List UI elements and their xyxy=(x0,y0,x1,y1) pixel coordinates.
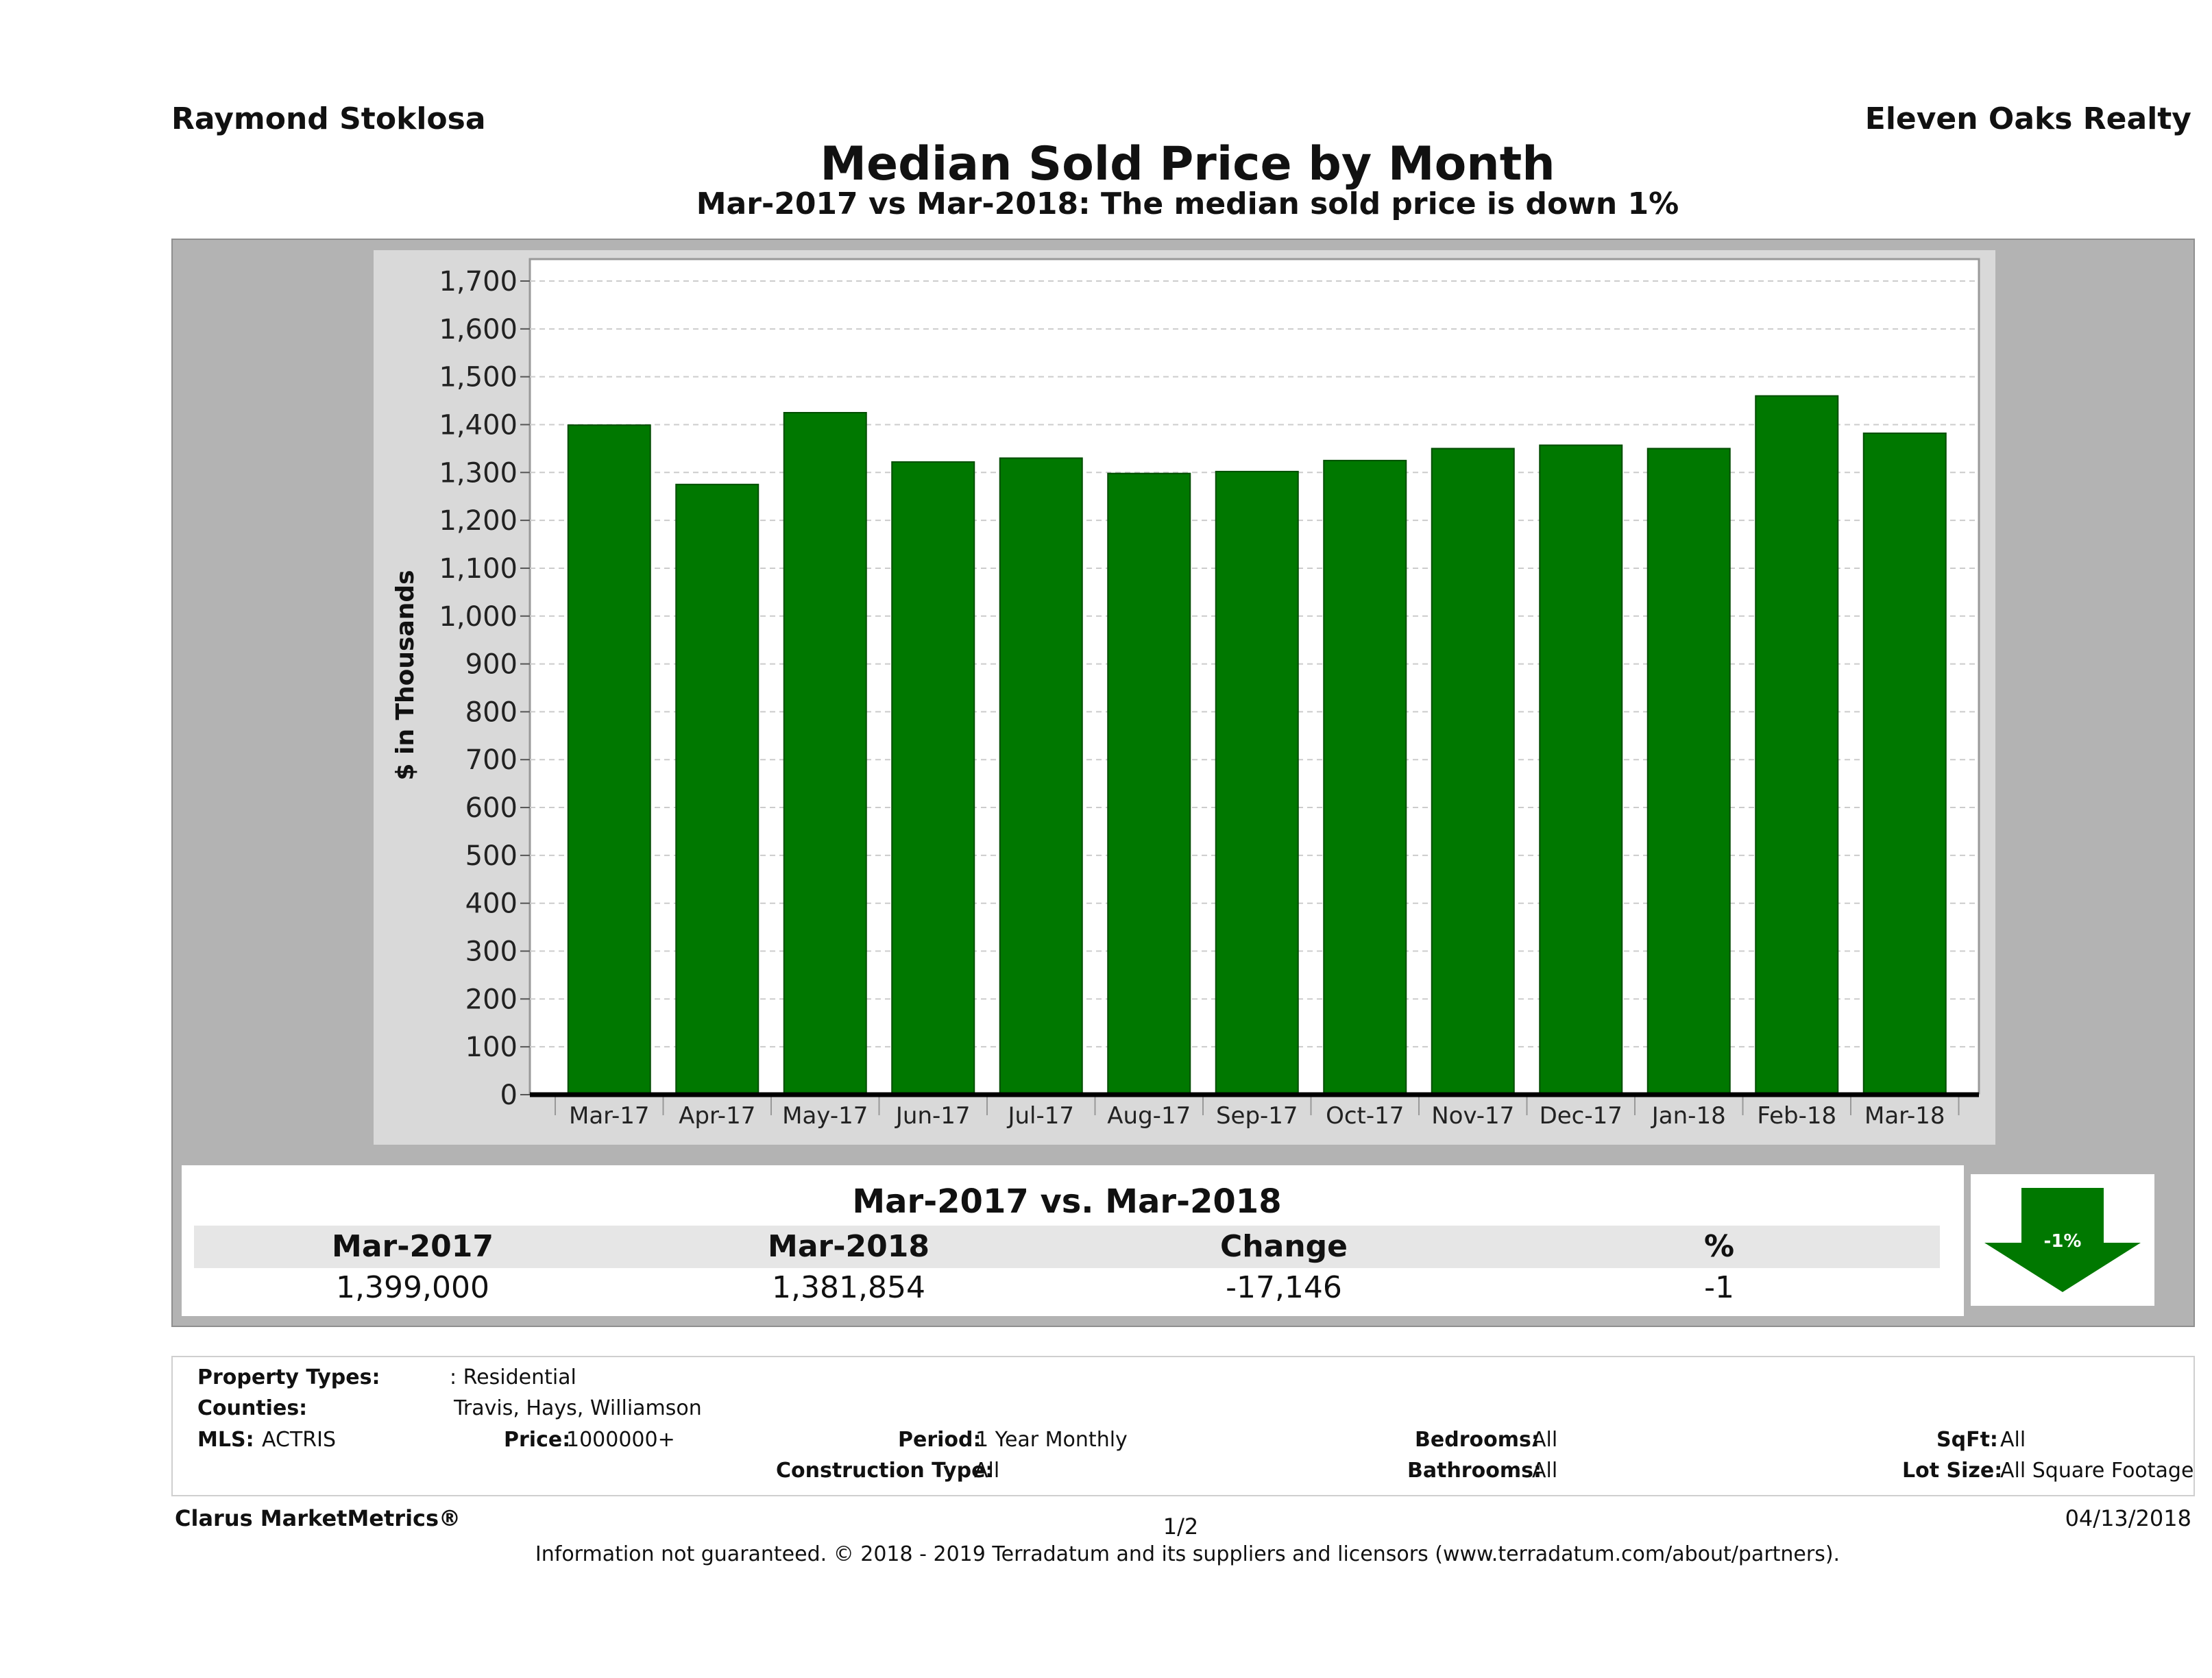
period-label: Period: xyxy=(898,1428,982,1452)
trend-arrow-box: -1% xyxy=(1971,1174,2154,1306)
y-tick-label: 400 xyxy=(465,888,518,920)
report-date: 04/13/2018 xyxy=(2065,1505,2191,1531)
y-tick-label: 100 xyxy=(465,1032,518,1063)
summary-value-mar2017: 1,399,000 xyxy=(336,1270,489,1305)
x-tick-label: Mar-18 xyxy=(1864,1102,1945,1130)
period-value: 1 Year Monthly xyxy=(975,1428,1128,1452)
construction-type-label: Construction Type: xyxy=(776,1459,994,1483)
x-tick-label: Jan-18 xyxy=(1651,1102,1726,1130)
summary-header-percent: % xyxy=(1703,1229,1735,1264)
summary-value-change: -17,146 xyxy=(1226,1270,1342,1305)
y-tick-label: 1,600 xyxy=(439,314,518,345)
y-tick-label: 1,200 xyxy=(439,505,518,537)
summary-value-mar2018: 1,381,854 xyxy=(772,1270,925,1305)
trend-arrow-label: -1% xyxy=(2044,1231,2082,1252)
summary-header-mar2018: Mar-2018 xyxy=(768,1229,929,1264)
summary-header-row: Mar-2017 Mar-2018 Change % xyxy=(194,1226,1940,1268)
bathrooms-label: Bathrooms: xyxy=(1407,1459,1542,1483)
x-tick-label: Dec-17 xyxy=(1540,1102,1622,1130)
x-tick-label: Sep-17 xyxy=(1216,1102,1298,1130)
bar-feb-18 xyxy=(1755,395,1839,1095)
down-arrow-icon: -1% xyxy=(1984,1188,2141,1292)
bar-jun-17 xyxy=(891,461,975,1096)
disclaimer: Information not guaranteed. © 2018 - 201… xyxy=(535,1542,1840,1566)
footer-brand: Clarus MarketMetrics® xyxy=(175,1505,461,1531)
y-tick-label: 800 xyxy=(465,696,518,728)
property-types-label: Property Types: xyxy=(197,1365,380,1389)
y-tick-label: 1,500 xyxy=(439,362,518,393)
y-tick-label: 1,100 xyxy=(439,553,518,585)
sqft-value: All xyxy=(2000,1428,2026,1452)
bar-oct-17 xyxy=(1323,459,1407,1095)
bar-aug-17 xyxy=(1107,472,1191,1095)
bar-sep-17 xyxy=(1215,470,1299,1095)
x-axis-ticks: Mar-17 Apr-17 May-17 Jun-17 Jul-17 Aug-17 Sep-… xyxy=(555,1095,1960,1130)
summary-value-percent: -1 xyxy=(1704,1270,1734,1305)
bar-apr-17 xyxy=(675,483,759,1095)
brokerage-name: Eleven Oaks Realty xyxy=(1864,101,2191,136)
y-tick-label: 900 xyxy=(465,649,518,681)
x-tick-label: Jul-17 xyxy=(1006,1102,1074,1130)
mls-value: ACTRIS xyxy=(262,1428,337,1452)
lot-size-label: Lot Size: xyxy=(1902,1459,2003,1483)
bar-may-17 xyxy=(783,412,867,1095)
criteria-panel xyxy=(171,1356,2195,1496)
summary-title: Mar-2017 vs. Mar-2018 xyxy=(194,1179,1940,1224)
page-number: 1/2 xyxy=(1163,1513,1199,1540)
summary-header-mar2017: Mar-2017 xyxy=(332,1229,494,1264)
y-tick-label: 300 xyxy=(465,936,518,968)
bedrooms-value: All xyxy=(1532,1428,1558,1452)
bedrooms-label: Bedrooms: xyxy=(1415,1428,1540,1452)
bathrooms-value: All xyxy=(1532,1459,1558,1483)
y-tick-label: 1,700 xyxy=(439,266,518,297)
sqft-label: SqFt: xyxy=(1936,1428,1998,1452)
x-tick-label: Oct-17 xyxy=(1326,1102,1404,1130)
bars xyxy=(567,395,1947,1096)
y-axis-label: $ in Thousands xyxy=(391,570,420,780)
summary-value-row: 1,399,000 1,381,854 -17,146 -1 xyxy=(194,1268,1940,1308)
chart-subtitle: Mar-2017 vs Mar-2018: The median sold pr… xyxy=(696,186,1679,221)
y-tick-label: 1,300 xyxy=(439,457,518,489)
construction-type-value: All xyxy=(974,1459,1000,1483)
bar-dec-17 xyxy=(1539,444,1623,1096)
summary-header-change: Change xyxy=(1220,1229,1348,1264)
agent-name: Raymond Stoklosa xyxy=(171,101,486,136)
price-label: Price: xyxy=(504,1428,571,1452)
bar-mar-17 xyxy=(567,424,651,1095)
x-tick-label: Apr-17 xyxy=(679,1102,755,1130)
y-tick-label: 700 xyxy=(465,744,518,776)
bar-jan-18 xyxy=(1646,448,1731,1096)
y-tick-label: 1,400 xyxy=(439,409,518,441)
bar-chart: 0 100 200 300 400 500 600 700 800 900 1,000 1,100 1,… xyxy=(391,258,1980,1130)
bar-nov-17 xyxy=(1431,448,1515,1096)
mls-label: MLS: xyxy=(197,1428,254,1452)
x-tick-label: May-17 xyxy=(782,1102,868,1130)
y-tick-label: 500 xyxy=(465,840,518,872)
bar-mar-18 xyxy=(1862,433,1947,1095)
x-tick-label: Jun-17 xyxy=(895,1102,971,1130)
price-value: 1000000+ xyxy=(566,1428,675,1452)
x-tick-label: Mar-17 xyxy=(569,1102,650,1130)
chart-title: Median Sold Price by Month xyxy=(820,137,1555,191)
y-tick-label: 600 xyxy=(465,792,518,824)
bar-jul-17 xyxy=(999,457,1083,1095)
y-tick-label: 200 xyxy=(465,984,518,1015)
counties-value: Travis, Hays, Williamson xyxy=(454,1396,702,1420)
lot-size-value: All Square Footage xyxy=(2000,1459,2194,1483)
x-tick-label: Feb-18 xyxy=(1757,1102,1836,1130)
y-axis-ticks: 0 100 200 300 400 500 600 700 800 900 1,000 1,100 1,… xyxy=(439,266,530,1111)
x-tick-label: Aug-17 xyxy=(1107,1102,1191,1130)
x-tick-label: Nov-17 xyxy=(1431,1102,1514,1130)
property-types-value: : Residential xyxy=(450,1365,576,1389)
counties-label: Counties: xyxy=(197,1396,308,1420)
y-tick-label: 1,000 xyxy=(439,601,518,633)
y-tick-label: 0 xyxy=(500,1080,518,1111)
